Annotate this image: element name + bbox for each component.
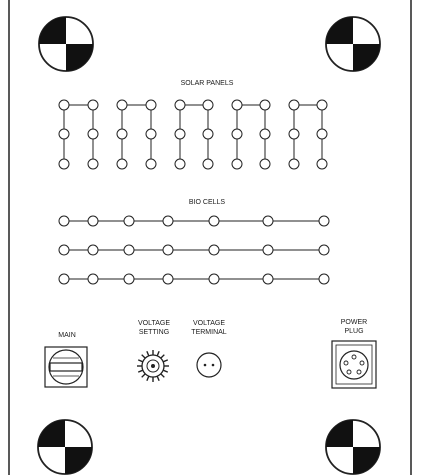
- solar-node: [259, 158, 271, 170]
- solar-node: [174, 128, 186, 140]
- solar-node: [174, 99, 186, 111]
- solar-node: [259, 128, 271, 140]
- bio-cells-title: BIO CELLS: [189, 199, 226, 206]
- solar-node: [145, 158, 157, 170]
- solar-node: [316, 158, 328, 170]
- solar-node: [202, 158, 214, 170]
- bio-node: [262, 215, 274, 227]
- solar-node: [316, 128, 328, 140]
- solar-node: [259, 99, 271, 111]
- two-pin-socket-icon[interactable]: [196, 352, 222, 378]
- bio-node: [262, 244, 274, 256]
- solar-node: [87, 128, 99, 140]
- solar-node: [316, 99, 328, 111]
- rotary-switch-icon[interactable]: [44, 346, 88, 388]
- solar-node: [58, 128, 70, 140]
- bio-node: [162, 273, 174, 285]
- bio-node: [262, 273, 274, 285]
- bio-node: [87, 244, 99, 256]
- bio-node: [162, 244, 174, 256]
- bio-node: [87, 273, 99, 285]
- bio-node: [123, 215, 135, 227]
- bio-node: [58, 215, 70, 227]
- voltage-setting-label-2: SETTING: [139, 329, 169, 336]
- solar-node: [58, 158, 70, 170]
- bio-node: [208, 215, 220, 227]
- bio-node: [58, 273, 70, 285]
- calibration-target-icon: [325, 419, 381, 475]
- power-plug-label-1: POWER: [341, 319, 367, 326]
- solar-node: [145, 128, 157, 140]
- bio-node: [318, 215, 330, 227]
- solar-node: [288, 99, 300, 111]
- solar-panels-title: SOLAR PANELS: [181, 80, 234, 87]
- solar-node: [231, 99, 243, 111]
- bio-node: [208, 273, 220, 285]
- five-pin-connector-icon[interactable]: [331, 340, 377, 389]
- solar-node: [202, 128, 214, 140]
- voltage-terminal-label-2: TERMINAL: [191, 329, 227, 336]
- bio-node: [123, 244, 135, 256]
- solar-node: [288, 128, 300, 140]
- bio-node: [318, 273, 330, 285]
- solar-node: [231, 158, 243, 170]
- solar-node: [58, 99, 70, 111]
- bio-node: [162, 215, 174, 227]
- solar-node: [145, 99, 157, 111]
- bio-node: [123, 273, 135, 285]
- solar-node: [87, 99, 99, 111]
- solar-panel-network: [58, 99, 328, 170]
- solar-node: [116, 99, 128, 111]
- bio-node: [58, 244, 70, 256]
- solar-node: [116, 128, 128, 140]
- voltage-terminal-label-1: VOLTAGE: [193, 320, 225, 327]
- bio-cell-network: [58, 215, 330, 285]
- power-plug-label-2: PLUG: [344, 328, 363, 335]
- solar-node: [116, 158, 128, 170]
- bio-node: [208, 244, 220, 256]
- calibration-target-icon: [325, 16, 381, 72]
- main-label: MAIN: [58, 332, 76, 339]
- solar-node: [174, 158, 186, 170]
- solar-node: [288, 158, 300, 170]
- rotary-knob-icon[interactable]: [137, 350, 169, 382]
- calibration-target-icon: [37, 419, 93, 475]
- calibration-target-icon: [38, 16, 94, 72]
- solar-node: [87, 158, 99, 170]
- bio-node: [318, 244, 330, 256]
- voltage-setting-label-1: VOLTAGE: [138, 320, 170, 327]
- bio-node: [87, 215, 99, 227]
- solar-node: [231, 128, 243, 140]
- solar-node: [202, 99, 214, 111]
